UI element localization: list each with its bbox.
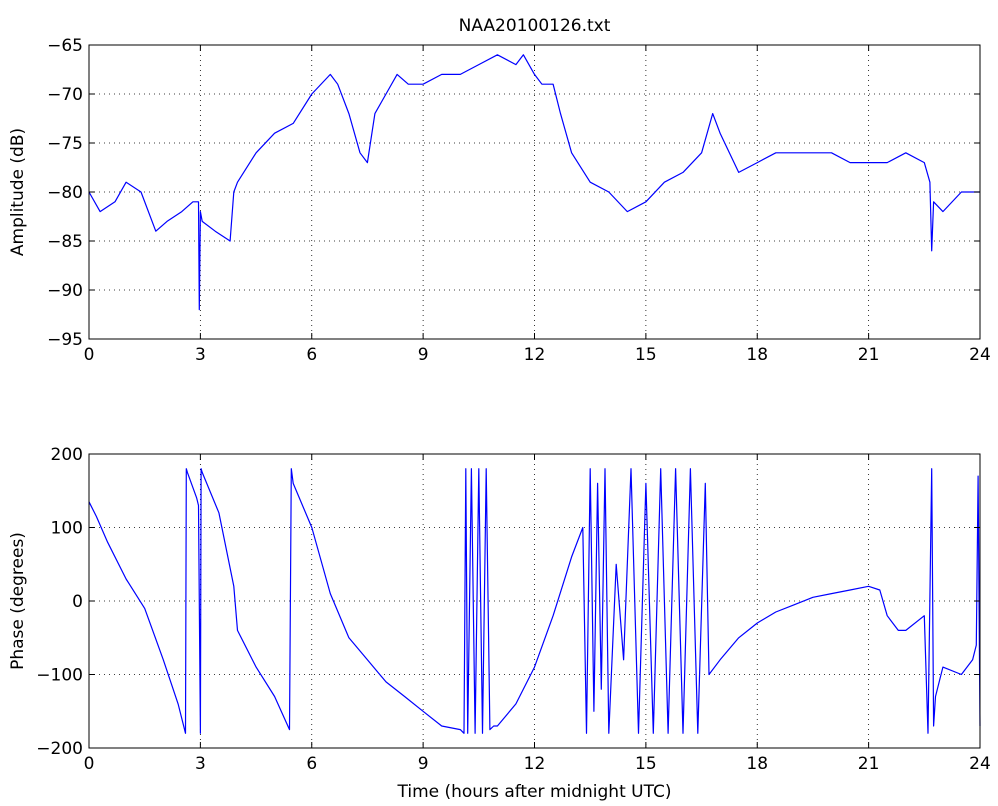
x-tick-label: 6 [306, 754, 317, 774]
chart-title: NAA20100126.txt [459, 16, 611, 36]
series-line-0 [88, 468, 981, 734]
y-tick-label: −80 [47, 183, 83, 203]
x-tick-label: 15 [635, 345, 657, 365]
y-tick-label: −70 [47, 85, 83, 105]
y-tick-label: 100 [51, 519, 83, 539]
y-axis-label: Amplitude (dB) [8, 128, 28, 256]
x-tick-label: 21 [858, 754, 880, 774]
y-tick-label: −95 [47, 330, 83, 350]
y-tick-label: −100 [36, 666, 83, 686]
x-tick-label: 3 [195, 345, 206, 365]
x-tick-label: 0 [84, 754, 95, 774]
x-tick-label: 0 [84, 345, 95, 365]
x-tick-label: 6 [306, 345, 317, 365]
y-tick-label: −75 [47, 134, 83, 154]
x-tick-label: 18 [746, 754, 768, 774]
y-axis-label: Phase (degrees) [8, 532, 28, 670]
x-tick-label: 18 [746, 345, 768, 365]
x-tick-label: 12 [524, 754, 546, 774]
phase-panel: 0 3 6 9 12 15 18 21 24 −200 −100 0 100 200 Time (hours… [8, 445, 991, 802]
y-tick-label: −90 [47, 281, 83, 301]
x-tick-label: 24 [969, 754, 991, 774]
x-tick-label: 24 [969, 345, 991, 365]
x-tick-label: 9 [418, 754, 429, 774]
x-tick-label: 15 [635, 754, 657, 774]
x-axis-label: Time (hours after midnight UTC) [396, 782, 671, 802]
amplitude-panel: 0 3 6 9 12 15 18 21 24 −95 −90 −85 −80 −75 −70 −65 NAA20… [8, 16, 991, 365]
x-tick-label: 12 [524, 345, 546, 365]
series-line-0 [88, 54, 980, 311]
y-tick-label: 0 [72, 592, 83, 612]
y-tick-label: −65 [47, 36, 83, 56]
y-tick-label: 200 [51, 445, 83, 465]
x-tick-label: 3 [195, 754, 206, 774]
x-tick-label: 9 [418, 345, 429, 365]
y-tick-label: −200 [36, 739, 83, 759]
x-tick-label: 21 [858, 345, 880, 365]
y-tick-label: −85 [47, 232, 83, 252]
